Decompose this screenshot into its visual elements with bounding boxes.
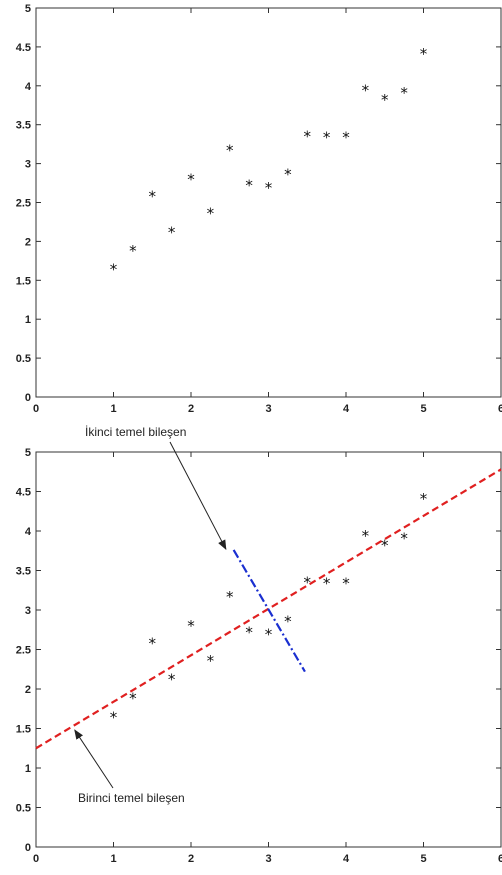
y-tick-label: 0: [25, 842, 31, 854]
y-tick-label: 2: [25, 684, 31, 696]
x-tick-label: 6: [498, 853, 502, 865]
data-point: *: [245, 177, 253, 195]
data-point: *: [226, 142, 234, 160]
y-tick-label: 4.5: [16, 42, 31, 54]
data-point: *: [362, 82, 370, 100]
second-component-annotation: İkinci temel bileşen: [85, 425, 186, 439]
y-tick-label: 3: [25, 159, 31, 171]
y-tick-label: 3.5: [16, 566, 31, 578]
data-point: *: [304, 128, 312, 146]
data-point: *: [323, 128, 331, 146]
second-component-line: [232, 549, 306, 673]
x-tick-label: 6: [498, 403, 502, 415]
data-point: *: [362, 527, 370, 545]
x-tick-label: 3: [265, 853, 271, 865]
data-point: *: [381, 91, 389, 109]
data-point: *: [207, 652, 215, 670]
top-scatter-plot: 0 1 2 3 4 5 6 0 0.5 1 1.5 2 2.5 3 3.5 4 4.5 5 * * * * * * * * * * * *…: [16, 3, 502, 415]
axes-frame: [35, 451, 502, 848]
x-tick-label: 4: [343, 403, 350, 415]
y-tick-label: 4.5: [16, 487, 31, 499]
y-tick-label: 4: [25, 81, 32, 93]
data-point: *: [129, 690, 137, 708]
y-tick-label: 5: [25, 447, 31, 459]
y-tick-label: 0.5: [16, 353, 31, 365]
y-tick-label: 3: [25, 605, 31, 617]
y-tick-label: 1: [25, 314, 31, 326]
x-tick-label: 5: [420, 403, 426, 415]
data-point: *: [323, 574, 331, 592]
data-point: *: [168, 671, 176, 689]
data-point: *: [342, 574, 350, 592]
data-point: *: [265, 626, 273, 644]
annotation-arrow: [74, 729, 114, 789]
y-tick-label: 1.5: [16, 275, 31, 287]
y-tick-label: 0: [25, 392, 31, 404]
data-point: *: [168, 223, 176, 241]
x-tick-label: 5: [420, 853, 426, 865]
bottom-scatter-plot: 0 1 2 3 4 5 6 0 0.5 1 1.5 2 2.5 3 3.5 4 4.5 5 * * * * * * * * * * * *…: [16, 425, 502, 865]
axes-frame: [35, 7, 502, 398]
x-tick-label: 4: [343, 853, 350, 865]
data-point: *: [400, 529, 408, 547]
first-component-line: [35, 468, 502, 750]
y-tick-label: 2.5: [16, 645, 31, 657]
y-tick-label: 2.5: [16, 198, 31, 210]
data-point: *: [381, 536, 389, 554]
y-tick-label: 4: [25, 526, 32, 538]
data-point: *: [265, 179, 273, 197]
x-tick-label: 2: [188, 853, 194, 865]
first-component-annotation: Birinci temel bileşen: [78, 791, 185, 805]
data-point: *: [187, 170, 195, 188]
data-point: *: [420, 490, 428, 508]
data-point: *: [129, 242, 137, 260]
x-tick-label: 0: [33, 853, 39, 865]
data-point: *: [110, 709, 118, 727]
data-point: *: [207, 205, 215, 223]
data-point: *: [284, 612, 292, 630]
data-point: *: [110, 261, 118, 279]
y-tick-label: 0.5: [16, 803, 31, 815]
data-point: *: [226, 588, 234, 606]
data-point: *: [284, 166, 292, 184]
y-tick-label: 1.5: [16, 724, 31, 736]
x-tick-label: 1: [110, 853, 116, 865]
data-point: *: [400, 84, 408, 102]
data-point: *: [149, 187, 157, 205]
x-tick-label: 0: [33, 403, 39, 415]
data-point: *: [149, 634, 157, 652]
x-tick-label: 1: [110, 403, 116, 415]
x-tick-label: 3: [265, 403, 271, 415]
y-tick-label: 3.5: [16, 120, 31, 132]
data-point: *: [187, 617, 195, 635]
data-point: *: [304, 574, 312, 592]
y-tick-label: 2: [25, 236, 31, 248]
data-point: *: [245, 623, 253, 641]
x-tick-label: 2: [188, 403, 194, 415]
y-tick-label: 1: [25, 763, 31, 775]
y-tick-label: 5: [25, 3, 31, 15]
annotation-arrow: [169, 441, 227, 551]
data-point: *: [342, 128, 350, 146]
data-point: *: [420, 45, 428, 63]
